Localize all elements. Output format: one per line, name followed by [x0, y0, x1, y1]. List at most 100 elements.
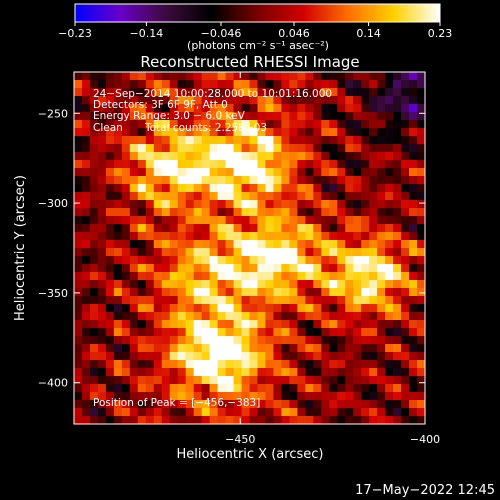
heatmap-cell	[417, 152, 425, 161]
heatmap-cell	[297, 72, 306, 81]
heatmap-cell	[129, 104, 139, 113]
heatmap-cell	[145, 120, 155, 129]
heatmap-cell	[113, 408, 123, 417]
heatmap-cell	[329, 224, 338, 233]
heatmap-cell	[129, 312, 139, 321]
heatmap-cell	[409, 176, 418, 185]
heatmap-cell	[265, 112, 275, 121]
heatmap-cell	[241, 280, 251, 289]
heatmap-cell	[417, 264, 425, 273]
heatmap-cell	[417, 368, 425, 377]
heatmap-cell	[193, 208, 203, 217]
heatmap-cell	[321, 240, 330, 249]
heatmap-cell	[297, 144, 306, 153]
heatmap-cell	[233, 296, 243, 305]
heatmap-cell	[201, 280, 211, 289]
heatmap-cell	[401, 112, 410, 121]
heatmap-cell	[353, 400, 362, 409]
heatmap-cell	[129, 256, 139, 265]
heatmap-cell	[401, 144, 410, 153]
heatmap-cell	[273, 328, 283, 337]
heatmap-cell	[193, 224, 203, 233]
heatmap-cell	[337, 248, 346, 257]
heatmap-cell	[321, 80, 330, 89]
heatmap-cell	[169, 80, 179, 89]
heatmap-cell	[209, 288, 219, 297]
heatmap-cell	[209, 320, 219, 329]
heatmap-cell	[305, 408, 314, 417]
heatmap-cell	[241, 344, 251, 353]
heatmap-cell	[89, 96, 99, 105]
x-tick-label: −400	[410, 433, 440, 446]
heatmap-cell	[281, 248, 290, 257]
heatmap-cell	[361, 264, 370, 273]
heatmap-cell	[297, 384, 306, 393]
heatmap-cell	[153, 144, 163, 153]
heatmap-cell	[233, 96, 243, 105]
heatmap-cell	[145, 232, 155, 241]
heatmap-cell	[153, 192, 163, 201]
heatmap-cell	[105, 272, 115, 281]
heatmap-cell	[297, 232, 306, 241]
heatmap-cell	[329, 280, 338, 289]
heatmap-cell	[297, 344, 306, 353]
heatmap-cell	[217, 176, 227, 185]
heatmap-cell	[169, 280, 179, 289]
heatmap-cell	[137, 312, 147, 321]
heatmap-cell	[385, 288, 394, 297]
heatmap-cell	[313, 376, 322, 385]
heatmap-cell	[113, 376, 123, 385]
heatmap-cell	[193, 272, 203, 281]
heatmap-cell	[393, 232, 402, 241]
heatmap-cell	[129, 344, 139, 353]
heatmap-cell	[241, 168, 251, 177]
heatmap-cell	[289, 240, 298, 249]
heatmap-cell	[393, 304, 402, 313]
heatmap-cell	[321, 360, 330, 369]
heatmap-cell	[169, 320, 179, 329]
heatmap-cell	[273, 312, 283, 321]
heatmap-cell	[313, 344, 322, 353]
heatmap-cell	[329, 152, 338, 161]
heatmap-cell	[193, 104, 203, 113]
heatmap-cell	[97, 104, 107, 113]
heatmap-cell	[145, 256, 155, 265]
heatmap-cell	[89, 128, 99, 137]
heatmap-cell	[297, 416, 306, 424]
heatmap-cell	[113, 360, 123, 369]
heatmap-cell	[193, 256, 203, 265]
heatmap-cell	[129, 88, 139, 97]
heatmap-cell	[145, 184, 155, 193]
heatmap-cell	[289, 360, 298, 369]
heatmap-cell	[305, 288, 314, 297]
heatmap-cell	[297, 304, 306, 313]
heatmap-cell	[249, 344, 259, 353]
heatmap-cell	[177, 256, 187, 265]
heatmap-cell	[313, 408, 322, 417]
heatmap-cell	[105, 304, 115, 313]
heatmap-cell	[81, 136, 91, 145]
heatmap-cell	[289, 184, 298, 193]
heatmap-cell	[113, 232, 123, 241]
heatmap-cell	[409, 104, 418, 113]
heatmap-cell	[233, 224, 243, 233]
heatmap-cell	[121, 152, 131, 161]
heatmap-cell	[257, 128, 267, 137]
heatmap-cell	[401, 184, 410, 193]
heatmap-cell	[321, 216, 330, 225]
heatmap-cell	[217, 96, 227, 105]
heatmap-cell	[177, 232, 187, 241]
heatmap-cell	[209, 232, 219, 241]
heatmap-cell	[321, 264, 330, 273]
heatmap-cell	[361, 304, 370, 313]
heatmap-cell	[129, 96, 139, 105]
heatmap-cell	[161, 96, 171, 105]
heatmap-cell	[417, 168, 425, 177]
heatmap-cell	[329, 88, 338, 97]
heatmap-cell	[121, 112, 131, 121]
heatmap-cell	[241, 96, 251, 105]
heatmap-cell	[225, 272, 235, 281]
heatmap-cell	[289, 392, 298, 401]
heatmap-cell	[74, 312, 83, 321]
heatmap-cell	[193, 368, 203, 377]
